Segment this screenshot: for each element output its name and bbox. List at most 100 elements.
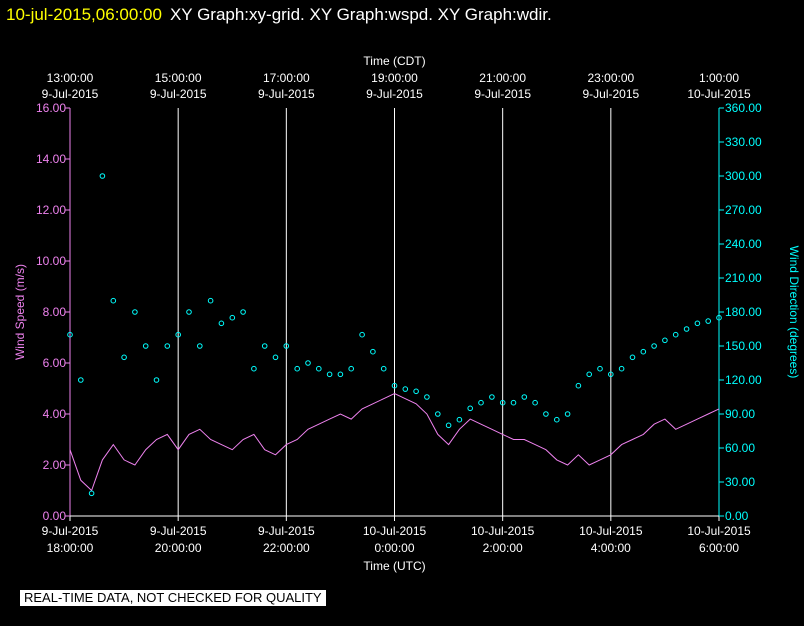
bottom-tick-date: 10-Jul-2015 <box>579 524 643 538</box>
wind-direction-point <box>164 343 171 349</box>
wind-direction-point <box>543 411 549 417</box>
wind-direction-point <box>608 371 614 378</box>
bottom-tick-date: 10-Jul-2015 <box>687 524 751 538</box>
bottom-axis-label: Time (UTC) <box>363 559 425 573</box>
wind-direction-point <box>305 360 311 366</box>
top-tick-date: 9-Jul-2015 <box>474 87 531 101</box>
wind-direction-point <box>640 348 647 355</box>
top-tick-time: 21:00:00 <box>479 71 526 85</box>
wind-direction-point <box>272 354 279 361</box>
wind-direction-point <box>283 343 290 349</box>
wind-direction-point <box>672 331 679 338</box>
wind-direction-point <box>597 365 603 372</box>
quality-disclaimer: REAL-TIME DATA, NOT CHECKED FOR QUALITY <box>20 590 326 606</box>
wind-direction-point <box>261 343 268 349</box>
wind-direction-point <box>499 399 506 406</box>
wind-direction-point <box>153 377 160 383</box>
wind-direction-point <box>99 173 106 179</box>
wind-direction-point <box>478 399 484 406</box>
wind-direction-point <box>651 343 657 349</box>
wind-speed-line <box>69 393 720 492</box>
wind-direction-point <box>532 399 538 406</box>
right-tick-label: 60.00 <box>725 441 755 455</box>
wind-direction-point <box>402 386 409 392</box>
right-tick-label: 30.00 <box>725 475 755 489</box>
wind-direction-point <box>186 309 192 315</box>
top-tick-date: 9-Jul-2015 <box>366 87 423 101</box>
bottom-tick-time: 22:00:00 <box>263 541 310 555</box>
top-tick-time: 1:00:00 <box>699 71 739 85</box>
bottom-tick-time: 0:00:00 <box>374 541 414 555</box>
bottom-tick-time: 18:00:00 <box>47 541 94 555</box>
right-tick-label: 270.00 <box>725 203 762 217</box>
right-tick-label: 150.00 <box>725 339 762 353</box>
left-tick-label: 8.00 <box>43 305 67 319</box>
wind-direction-point <box>316 365 322 372</box>
top-tick-date: 9-Jul-2015 <box>42 87 99 101</box>
top-tick-date: 10-Jul-2015 <box>687 87 751 101</box>
wind-direction-point <box>78 377 84 383</box>
left-tick-label: 14.00 <box>36 152 66 166</box>
wind-direction-point <box>88 490 95 497</box>
bottom-tick-time: 2:00:00 <box>483 541 523 555</box>
top-tick-date: 9-Jul-2015 <box>150 87 207 101</box>
wind-direction-point <box>370 348 376 355</box>
left-tick-label: 6.00 <box>43 356 67 370</box>
wind-direction-point <box>467 405 474 412</box>
wind-direction-point <box>629 354 636 361</box>
bottom-tick-date: 10-Jul-2015 <box>471 524 535 538</box>
wind-direction-point <box>359 331 365 338</box>
top-tick-date: 9-Jul-2015 <box>258 87 315 101</box>
wind-direction-point <box>586 371 593 378</box>
wind-direction-point <box>67 331 73 338</box>
wind-direction-point <box>521 394 528 400</box>
left-axis-label: Wind Speed (m/s) <box>13 264 27 360</box>
wind-direction-point <box>424 394 430 400</box>
right-axis-label: Wind Direction (degrees) <box>787 246 801 379</box>
wind-direction-point <box>121 354 127 361</box>
left-tick-label: 4.00 <box>43 407 67 421</box>
right-tick-label: 300.00 <box>725 169 762 183</box>
wind-direction-point <box>456 416 463 423</box>
top-tick-time: 17:00:00 <box>263 71 310 85</box>
top-tick-time: 13:00:00 <box>47 71 94 85</box>
wind-direction-point <box>240 309 246 315</box>
top-axis-label: Time (CDT) <box>363 54 425 68</box>
left-tick-label: 12.00 <box>36 203 66 217</box>
right-tick-label: 120.00 <box>725 373 762 387</box>
wind-direction-point <box>618 365 625 372</box>
wind-direction-point <box>575 382 582 389</box>
right-tick-label: 360.00 <box>725 101 762 115</box>
wind-direction-point <box>132 309 138 315</box>
wind-direction-point <box>489 394 495 400</box>
header-graph-titles: XY Graph:xy-grid. XY Graph:wspd. XY Grap… <box>169 5 552 24</box>
bottom-tick-date: 9-Jul-2015 <box>150 524 207 538</box>
wind-direction-point <box>110 297 117 304</box>
top-tick-time: 23:00:00 <box>587 71 634 85</box>
wind-direction-point <box>510 399 517 406</box>
top-tick-time: 19:00:00 <box>371 71 418 85</box>
top-tick-time: 15:00:00 <box>155 71 202 85</box>
wind-direction-point <box>413 388 419 395</box>
wind-direction-point <box>251 365 257 372</box>
wind-direction-point <box>337 371 344 378</box>
wind-direction-point <box>683 326 690 332</box>
wind-direction-point <box>716 314 722 321</box>
top-tick-date: 9-Jul-2015 <box>582 87 639 101</box>
wind-direction-point <box>391 382 398 389</box>
bottom-tick-time: 20:00:00 <box>155 541 202 555</box>
wind-direction-point <box>294 365 301 372</box>
wind-direction-point <box>326 371 333 378</box>
wind-direction-point <box>435 411 441 417</box>
left-tick-label: 10.00 <box>36 254 66 268</box>
wind-direction-point <box>142 343 149 349</box>
right-tick-label: 240.00 <box>725 237 762 251</box>
bottom-tick-time: 6:00:00 <box>699 541 739 555</box>
wind-direction-point <box>197 343 203 349</box>
header-date-time: 10-jul-2015,06:00:00 <box>6 5 162 24</box>
bottom-tick-date: 9-Jul-2015 <box>42 524 99 538</box>
right-tick-label: 0.00 <box>725 509 749 523</box>
right-tick-label: 210.00 <box>725 271 762 285</box>
wind-direction-point <box>445 422 452 429</box>
